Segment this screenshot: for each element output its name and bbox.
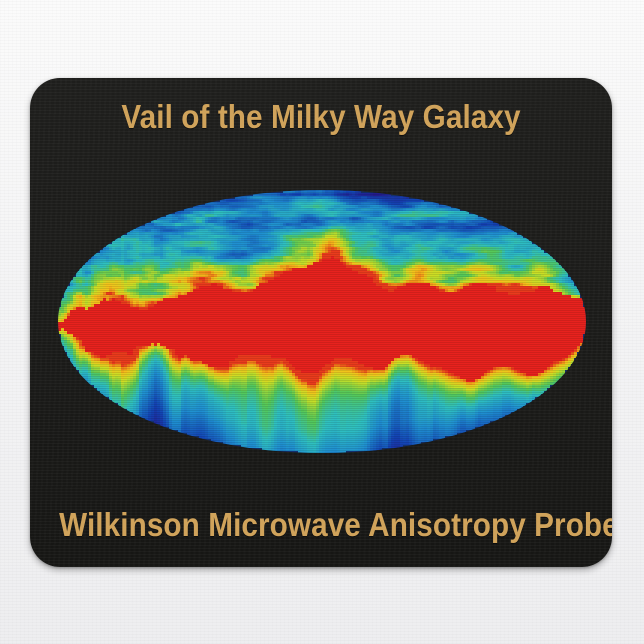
- cmb-skymap-ellipse: [58, 190, 586, 453]
- page-subtitle: Wilkinson Microwave Anisotropy Probe: [59, 506, 612, 543]
- cmb-skymap-figure: [58, 190, 586, 453]
- cmb-heatmap-canvas: [58, 190, 586, 453]
- mousepad-product: Vail of the Milky Way Galaxy Wilkinson M…: [30, 78, 612, 567]
- page-title: Vail of the Milky Way Galaxy: [121, 98, 521, 135]
